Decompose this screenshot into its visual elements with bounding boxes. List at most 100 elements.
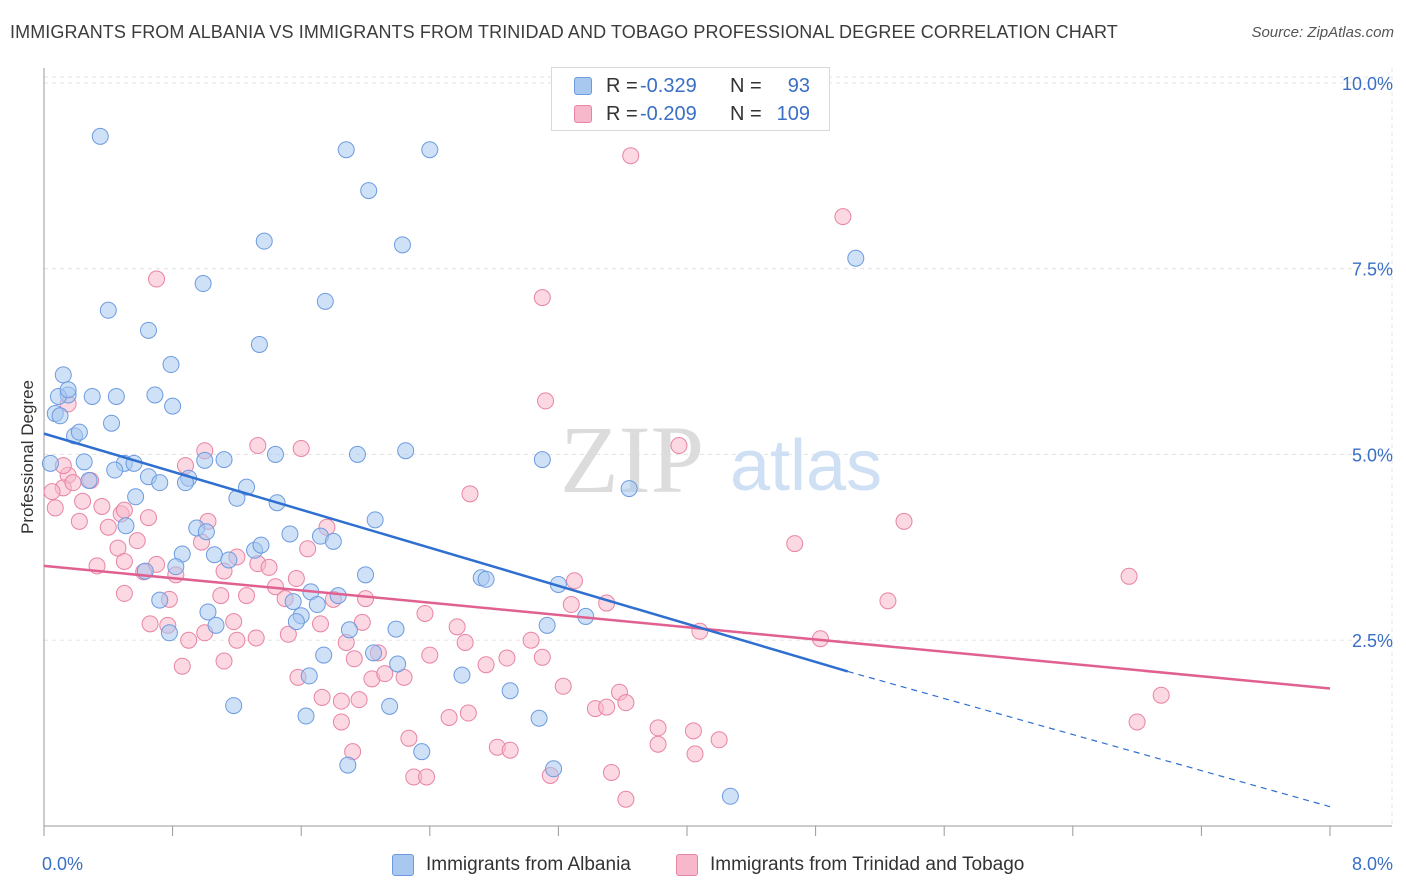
y-tick-label: 5.0% (1352, 445, 1393, 465)
trinidad-point (710, 731, 728, 749)
legend-item-trinidad[interactable]: Immigrants from Trinidad and Tobago (676, 852, 1024, 878)
legend-r-label: R = (606, 74, 638, 97)
albania-point (250, 335, 268, 353)
trinidad-point (617, 790, 635, 808)
trinidad-point (141, 615, 159, 633)
trinidad-point (180, 631, 198, 649)
trinidad-point (533, 289, 551, 307)
x-tick-label-max: 8.0% (1352, 854, 1393, 874)
albania-point (281, 525, 299, 543)
trinidad-point (173, 657, 191, 675)
correlation-legend: R = -0.329 N = 93 R = -0.209 N = 109 (551, 67, 830, 131)
trinidad-point (459, 704, 477, 722)
albania-trend-extension (847, 670, 1331, 808)
albania-point (215, 451, 233, 469)
trinidad-point (46, 499, 64, 517)
albania-point (75, 453, 93, 471)
trinidad-point (400, 729, 418, 747)
albania-point (59, 381, 77, 399)
trinidad-point (686, 745, 704, 763)
albania-point (117, 517, 135, 535)
trinidad-point (448, 618, 466, 636)
legend-label-trinidad: Immigrants from Trinidad and Tobago (710, 854, 1025, 875)
trinidad-point (501, 741, 519, 759)
albania-point (620, 480, 638, 498)
trinidad-point (649, 735, 667, 753)
albania-point (545, 760, 563, 778)
albania-point (340, 621, 358, 639)
trinidad-point (421, 646, 439, 664)
albania-point (91, 127, 109, 145)
albania-point (324, 532, 342, 550)
albania-point (252, 536, 270, 554)
albania-point (365, 644, 383, 662)
trinidad-point (345, 650, 363, 668)
legend-r-value: -0.209 (640, 102, 697, 125)
albania-point (721, 787, 739, 805)
legend-swatch-albania (574, 77, 592, 95)
albania-point (308, 596, 326, 614)
albania-point (847, 249, 865, 267)
albania-point (316, 292, 334, 310)
trinidad-point (128, 532, 146, 550)
series-legend: Immigrants from Albania Immigrants from … (0, 852, 1406, 878)
trinidad-point (533, 648, 551, 666)
trinidad-point (376, 665, 394, 683)
trinidad-point (554, 677, 572, 695)
albania-point (284, 593, 302, 611)
trinidad-point (311, 615, 329, 633)
axes (43, 68, 1392, 836)
legend-r-value: -0.329 (640, 74, 697, 97)
y-tick-label: 10.0% (1342, 74, 1393, 94)
albania-point (397, 442, 415, 460)
albania-point (41, 454, 59, 472)
albania-point (70, 423, 88, 441)
albania-point (164, 397, 182, 415)
legend-swatch-trinidad (574, 105, 592, 123)
trinidad-point (1128, 713, 1146, 731)
trinidad-point (562, 596, 580, 614)
trinidad-point (786, 535, 804, 553)
trinidad-point (456, 633, 474, 651)
albania-point (139, 321, 157, 339)
trinidad-point (260, 558, 278, 576)
legend-item-albania[interactable]: Immigrants from Albania (392, 852, 631, 878)
watermark-atlas: atlas (730, 426, 882, 506)
trinidad-point (617, 694, 635, 712)
albania-point (54, 366, 72, 384)
trinidad-point (684, 722, 702, 740)
albania-point (530, 709, 548, 727)
trinidad-point (598, 698, 616, 716)
trinidad-point (834, 208, 852, 226)
y-tick-label: 7.5% (1352, 260, 1393, 280)
trinidad-point (115, 501, 133, 519)
albania-trend-line (43, 432, 849, 673)
albania-point (194, 275, 212, 293)
trinidad-point (537, 392, 555, 410)
albania-point (389, 655, 407, 673)
legend-swatch-albania (392, 854, 414, 876)
albania-point (501, 682, 519, 700)
legend-swatch-trinidad (676, 854, 698, 876)
x-tick-label-min: 0.0% (42, 854, 83, 874)
trinidad-point (287, 570, 305, 588)
trinidad-point (279, 625, 297, 643)
trinidad-point (357, 590, 374, 608)
trinidad-point (418, 768, 436, 786)
albania-point (146, 386, 164, 404)
albania-point (533, 451, 551, 469)
albania-point (393, 236, 411, 254)
trinidad-point (247, 629, 265, 647)
trinidad-point (498, 649, 516, 667)
tick-labels: 2.5% 5.0% 7.5% 10.0% 0.0% 8.0% (42, 74, 1393, 874)
watermark: ZIP atlas (560, 406, 882, 513)
albania-point (225, 697, 243, 715)
trinidad-point (895, 512, 913, 530)
albania-point (413, 743, 431, 761)
watermark-zip: ZIP (560, 406, 704, 513)
trinidad-point (313, 688, 331, 706)
albania-point (205, 546, 223, 564)
albania-point (220, 551, 238, 569)
trinidad-point (565, 572, 583, 590)
